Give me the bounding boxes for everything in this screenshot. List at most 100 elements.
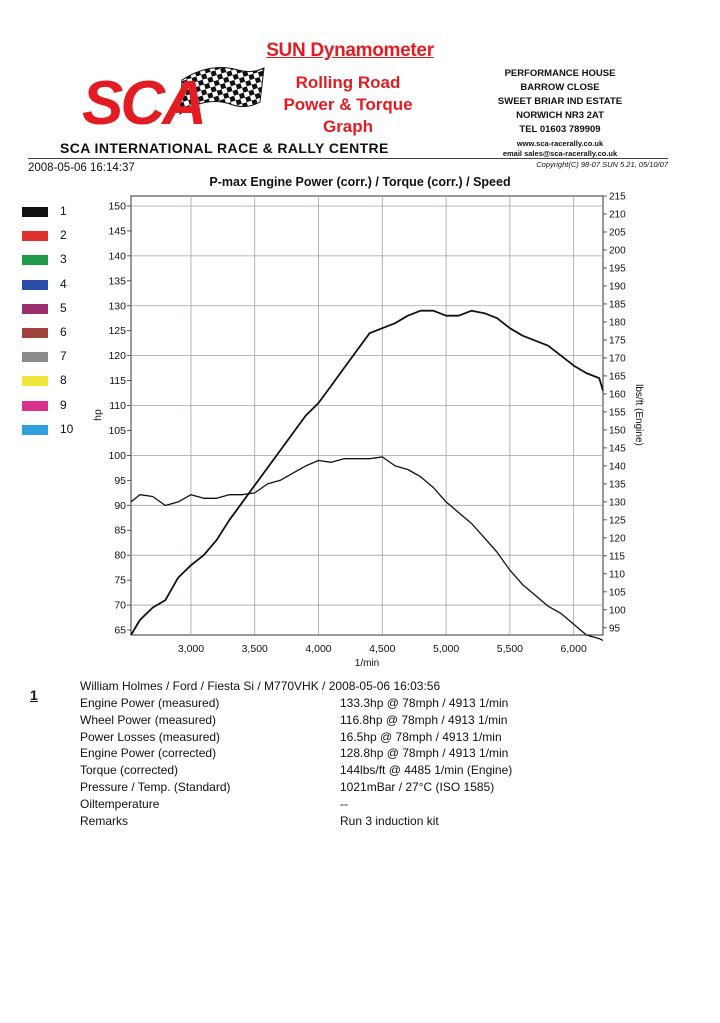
result-label: Torque (corrected) [80,763,179,778]
legend-label: 5 [60,300,67,315]
address-email: email sales@sca-racerally.co.uk [502,149,618,158]
y2-tick-label: 105 [609,587,626,598]
y-tick-label: 115 [109,375,126,387]
checkered-flag-icon [179,67,265,116]
legend-label: 10 [60,421,74,436]
y2-tick-label: 120 [609,533,626,544]
plot-area [130,195,604,636]
y-tick-label: 100 [108,450,126,462]
y2-tick-label: 150 [609,425,626,436]
y-tick-label: 70 [114,600,126,612]
dyno-title: SUN Dynamometer [266,40,434,61]
y2-tick-label: 100 [609,605,626,616]
y2-tick-label: 130 [609,497,626,508]
y2-tick-label: 95 [609,623,621,634]
y2-tick-label: 200 [609,245,626,256]
address-line-4: NORWICH NR3 2AT [516,110,604,121]
y2-tick-label: 155 [609,407,626,418]
x-tick-label: 6,000 [561,643,587,655]
legend-label: 4 [60,276,67,291]
y-tick-label: 95 [114,475,126,487]
result-row: Torque (corrected) 144lbs/ft @ 4485 1/min… [80,763,512,779]
y2-tick-label: 170 [609,353,626,364]
legend-label: 6 [60,325,67,339]
y2-tick-label: 210 [609,209,626,220]
y2-tick-label: 180 [609,317,626,328]
result-label: Remarks [80,813,129,828]
y2-axis-label: lbs/ft (Engine) [633,384,644,446]
y-axis-label: hp [92,409,104,421]
legend-label: 8 [60,373,67,388]
x-tick-label: 5,000 [433,643,459,655]
result-value: 16.5hp @ 78mph / 4913 1/min [340,729,502,744]
y2-tick-label: 175 [609,335,626,346]
result-row: Wheel Power (measured) 116.8hp @ 78mph / … [80,712,507,729]
copyright-note: Copyright(C) 98-07 SUN 5.21, 05/10/07 [536,160,668,169]
result-row: Power Losses (measured) 16.5hp @ 78mph / … [80,729,502,746]
y2-tick-label: 195 [609,263,626,274]
y-tick-label: 120 [108,350,126,362]
address-line-3: SWEET BRIAR IND ESTATE [497,96,623,107]
legend-swatch [22,352,48,363]
result-value: 116.8hp @ 78mph / 4913 1/min [340,712,508,727]
x-tick-label: 3,000 [178,643,204,655]
y2-tick-label: 190 [609,281,626,292]
legend-swatch [22,231,48,242]
brand-line-2: Power & Torque [283,95,413,114]
legend-swatch [22,279,48,290]
result-row: Remarks Run 3 induction kit [80,813,439,830]
address-phone: TEL 01603 789909 [519,124,601,135]
y2-tick-label: 110 [609,569,625,580]
result-value: -- [340,796,348,811]
legend-label: 7 [60,349,67,364]
y2-tick-label: 135 [609,479,626,490]
y-tick-label: 110 [109,400,126,412]
result-label: Wheel Power (measured) [80,712,217,727]
legend-swatch [22,207,48,217]
y-tick-label: 125 [108,325,126,337]
power-torque-chart: 3,000 3,500 4,000 4,500 5,000 5,500 6,000 65 70 7… [92,192,644,670]
torque-line [130,456,604,641]
legend-label: 3 [60,252,67,267]
y-tick-label: 65 [114,625,126,637]
legend-swatch [22,400,48,411]
address-line-2: BARROW CLOSE [520,82,600,93]
y2-tick-label: 160 [609,389,626,400]
address-website: www.sca-racerally.co.uk [516,139,604,148]
x-tick-label: 4,000 [305,643,331,655]
legend-swatch [22,424,48,435]
x-tick-label: 3,500 [242,643,268,655]
y2-tick-label: 125 [609,515,626,526]
print-datetime: 2008-05-06 16:14:37 [28,162,135,174]
legend-swatch [22,303,48,314]
engine-power-line [130,309,604,636]
result-value: 128.8hp @ 78mph / 4913 1/min [340,746,509,761]
y-tick-label: 135 [108,275,126,287]
vehicle-info: William Holmes / Ford / Fiesta Si / M770… [80,679,441,693]
legend-swatch [22,328,48,338]
y2-tick-label: 165 [609,371,626,382]
y2-tick-label: 215 [609,192,626,203]
y2-tick-label: 185 [609,299,626,310]
y2-tick-label: 145 [609,443,626,454]
logo: SCA [82,69,207,138]
y-tick-label: 85 [114,525,126,537]
centre-name: SCA INTERNATIONAL RACE & RALLY CENTRE [60,140,389,156]
result-label: Power Losses (measured) [80,729,221,744]
x-tick-label: 5,500 [497,643,523,655]
legend-label: 2 [60,228,67,243]
legend-swatch [22,255,48,266]
result-value: Run 3 induction kit [340,813,439,828]
legend-swatch [22,376,48,387]
y-tick-label: 75 [114,575,126,587]
result-value: 144lbs/ft @ 4485 1/min (Engine) [340,763,513,778]
legend-label: 1 [60,204,67,218]
y-tick-label: 105 [108,425,126,437]
result-value: 133.3hp @ 78mph / 4913 1/min [340,696,509,710]
result-value: 1021mBar / 27°C (ISO 1585) [340,780,495,794]
x-tick-label: 4,500 [369,643,395,655]
result-row: Engine Power (corrected) 128.8hp @ 78mph … [80,746,508,762]
legend-label: 9 [60,397,67,412]
run-number: 1 [30,687,38,703]
address-line-1: PERFORMANCE HOUSE [504,68,616,79]
